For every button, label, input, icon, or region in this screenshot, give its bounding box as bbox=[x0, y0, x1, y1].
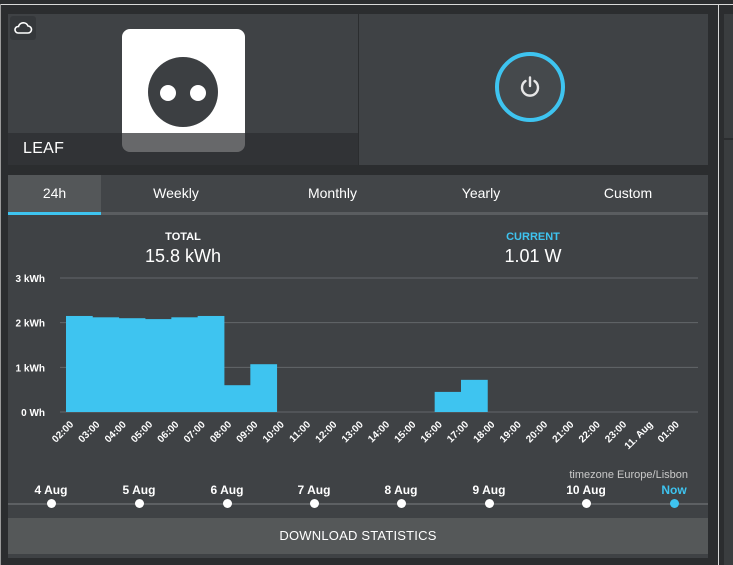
timeline-day-dot[interactable] bbox=[134, 499, 144, 508]
x-tick-label: 07:00 bbox=[182, 419, 208, 445]
socket-hole-right bbox=[190, 85, 206, 101]
device-name: LEAF bbox=[23, 140, 65, 157]
tab-weekly[interactable]: Weekly bbox=[101, 175, 251, 215]
x-tick-label: 11. Aug bbox=[623, 419, 656, 452]
x-tick-label: 05:00 bbox=[129, 419, 155, 445]
period-tabs: 24h Weekly Monthly Yearly Custom bbox=[8, 175, 708, 215]
chart-bar[interactable] bbox=[461, 379, 488, 412]
timeline-day-dot[interactable] bbox=[46, 499, 56, 508]
x-tick-label: 20:00 bbox=[524, 419, 550, 445]
y-tick-label: 3 kWh bbox=[16, 274, 45, 285]
tab-label: Monthly bbox=[307, 185, 358, 201]
timeline-day-label[interactable]: 4 Aug bbox=[34, 483, 68, 497]
timeline-day-label[interactable]: 9 Aug bbox=[472, 483, 506, 497]
x-tick-label: 19:00 bbox=[498, 419, 524, 445]
chart-bar[interactable] bbox=[197, 315, 225, 412]
x-tick-label: 01:00 bbox=[656, 419, 682, 445]
chart-bar[interactable] bbox=[434, 391, 462, 412]
chart-bar[interactable] bbox=[250, 364, 278, 412]
power-icon bbox=[520, 76, 540, 97]
timeline-day-label[interactable]: 6 Aug bbox=[210, 483, 244, 497]
cloud-icon[interactable] bbox=[10, 16, 36, 40]
socket-face bbox=[148, 57, 218, 127]
timeline-day-label[interactable]: 7 Aug bbox=[297, 483, 331, 497]
timeline-now-label[interactable]: Now bbox=[661, 483, 687, 497]
x-tick-label: 21:00 bbox=[551, 419, 577, 445]
x-tick-label: 17:00 bbox=[445, 419, 471, 445]
tab-custom[interactable]: Custom bbox=[548, 175, 708, 215]
current-value: 1.01 W bbox=[504, 246, 562, 266]
socket-hole-left bbox=[160, 85, 176, 101]
x-tick-label: 08:00 bbox=[208, 419, 234, 445]
x-tick-label: 11:00 bbox=[288, 419, 314, 445]
x-tick-label: 16:00 bbox=[419, 419, 445, 445]
timeline-day-dot[interactable] bbox=[396, 499, 406, 508]
timeline-day-label[interactable]: 5 Aug bbox=[122, 483, 156, 497]
x-tick-label: 06:00 bbox=[156, 419, 182, 445]
x-tick-label: 13:00 bbox=[340, 419, 366, 445]
x-tick-label: 03:00 bbox=[77, 419, 103, 445]
window-frame-left bbox=[0, 4, 1, 565]
chart-bar[interactable] bbox=[92, 317, 120, 412]
tab-label: Yearly bbox=[461, 185, 501, 201]
x-tick-label: 14:00 bbox=[366, 419, 392, 445]
chart-bar[interactable] bbox=[118, 318, 146, 412]
tab-yearly[interactable]: Yearly bbox=[414, 175, 548, 215]
power-socket-icon bbox=[122, 29, 245, 152]
x-tick-label: 09:00 bbox=[235, 419, 261, 445]
adjacent-panel-edge bbox=[724, 14, 733, 565]
total-label: TOTAL bbox=[165, 231, 201, 243]
timeline-day-dot[interactable] bbox=[581, 499, 591, 508]
current-label: CURRENT bbox=[506, 231, 560, 243]
y-tick-label: 2 kWh bbox=[16, 319, 45, 330]
device-name-bar: LEAF bbox=[8, 133, 358, 165]
tab-monthly[interactable]: Monthly bbox=[251, 175, 414, 215]
timeline-day-dot[interactable] bbox=[222, 499, 232, 508]
timeline-now-dot[interactable] bbox=[669, 499, 679, 508]
window-frame-right bbox=[718, 4, 719, 565]
x-tick-label: 15:00 bbox=[393, 419, 419, 445]
tab-label: Custom bbox=[603, 185, 653, 201]
timeline-day-label[interactable]: 10 Aug bbox=[566, 483, 606, 497]
chart-bar[interactable] bbox=[145, 319, 172, 412]
y-tick-label: 1 kWh bbox=[16, 363, 45, 374]
x-tick-label: 22:00 bbox=[577, 419, 603, 445]
tab-label: Weekly bbox=[153, 185, 199, 201]
timezone-label: timezone Europe/Lisbon bbox=[569, 469, 688, 481]
x-tick-label: 04:00 bbox=[103, 419, 129, 445]
download-statistics-button[interactable]: DOWNLOAD STATISTICS bbox=[8, 518, 708, 554]
total-value: 15.8 kWh bbox=[144, 246, 222, 266]
x-tick-label: 18:00 bbox=[472, 419, 498, 445]
chart-bar[interactable] bbox=[224, 385, 251, 412]
timeline-track bbox=[8, 503, 708, 505]
tab-label: 24h bbox=[42, 185, 67, 201]
chart-bar[interactable] bbox=[171, 317, 199, 412]
window-frame-top bbox=[0, 4, 733, 5]
tab-24h[interactable]: 24h bbox=[8, 175, 101, 215]
x-tick-label: 10:00 bbox=[261, 419, 287, 445]
chart-bar[interactable] bbox=[66, 315, 93, 412]
timeline-day-dot[interactable] bbox=[309, 499, 319, 508]
timeline-day-dot[interactable] bbox=[484, 499, 494, 508]
y-tick-label: 0 Wh bbox=[21, 408, 45, 419]
x-tick-label: 12:00 bbox=[314, 419, 340, 445]
x-tick-label: 02:00 bbox=[50, 419, 76, 445]
timeline-day-label[interactable]: 8 Aug bbox=[384, 483, 418, 497]
power-toggle-button[interactable] bbox=[495, 52, 565, 122]
